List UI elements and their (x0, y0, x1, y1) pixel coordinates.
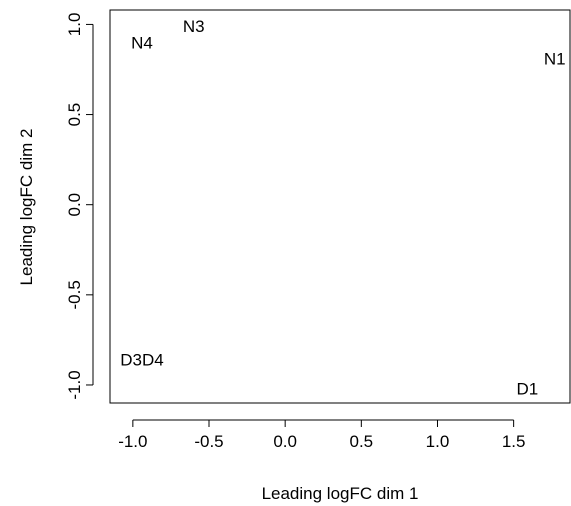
y-axis-title: Leading logFC dim 2 (17, 129, 36, 286)
plot-box (109, 9, 571, 404)
x-tick-label: 1.5 (502, 432, 526, 451)
point-label-n3: N3 (183, 17, 205, 36)
y-tick-label: -0.5 (65, 280, 84, 309)
x-tick-label: -0.5 (194, 432, 223, 451)
x-tick-label: -1.0 (118, 432, 147, 451)
x-axis-title: Leading logFC dim 1 (262, 484, 419, 503)
point-labels: N3 N4 N1 D3D4 D1 (120, 17, 565, 398)
y-tick-label: 1.0 (65, 13, 84, 37)
y-tick-label: 0.0 (65, 193, 84, 217)
point-label-d3d4: D3D4 (120, 351, 163, 370)
point-label-n1: N1 (544, 50, 566, 69)
y-axis: -1.0 -0.5 0.0 0.5 1.0 (65, 13, 94, 400)
point-label-n4: N4 (131, 33, 153, 52)
y-tick-label: -1.0 (65, 370, 84, 399)
y-tick-label: 0.5 (65, 103, 84, 127)
x-tick-label: 1.0 (426, 432, 450, 451)
x-tick-label: 0.0 (273, 432, 297, 451)
x-axis: -1.0 -0.5 0.0 0.5 1.0 1.5 (118, 419, 526, 451)
x-tick-label: 0.5 (350, 432, 374, 451)
point-label-d1: D1 (516, 380, 538, 399)
